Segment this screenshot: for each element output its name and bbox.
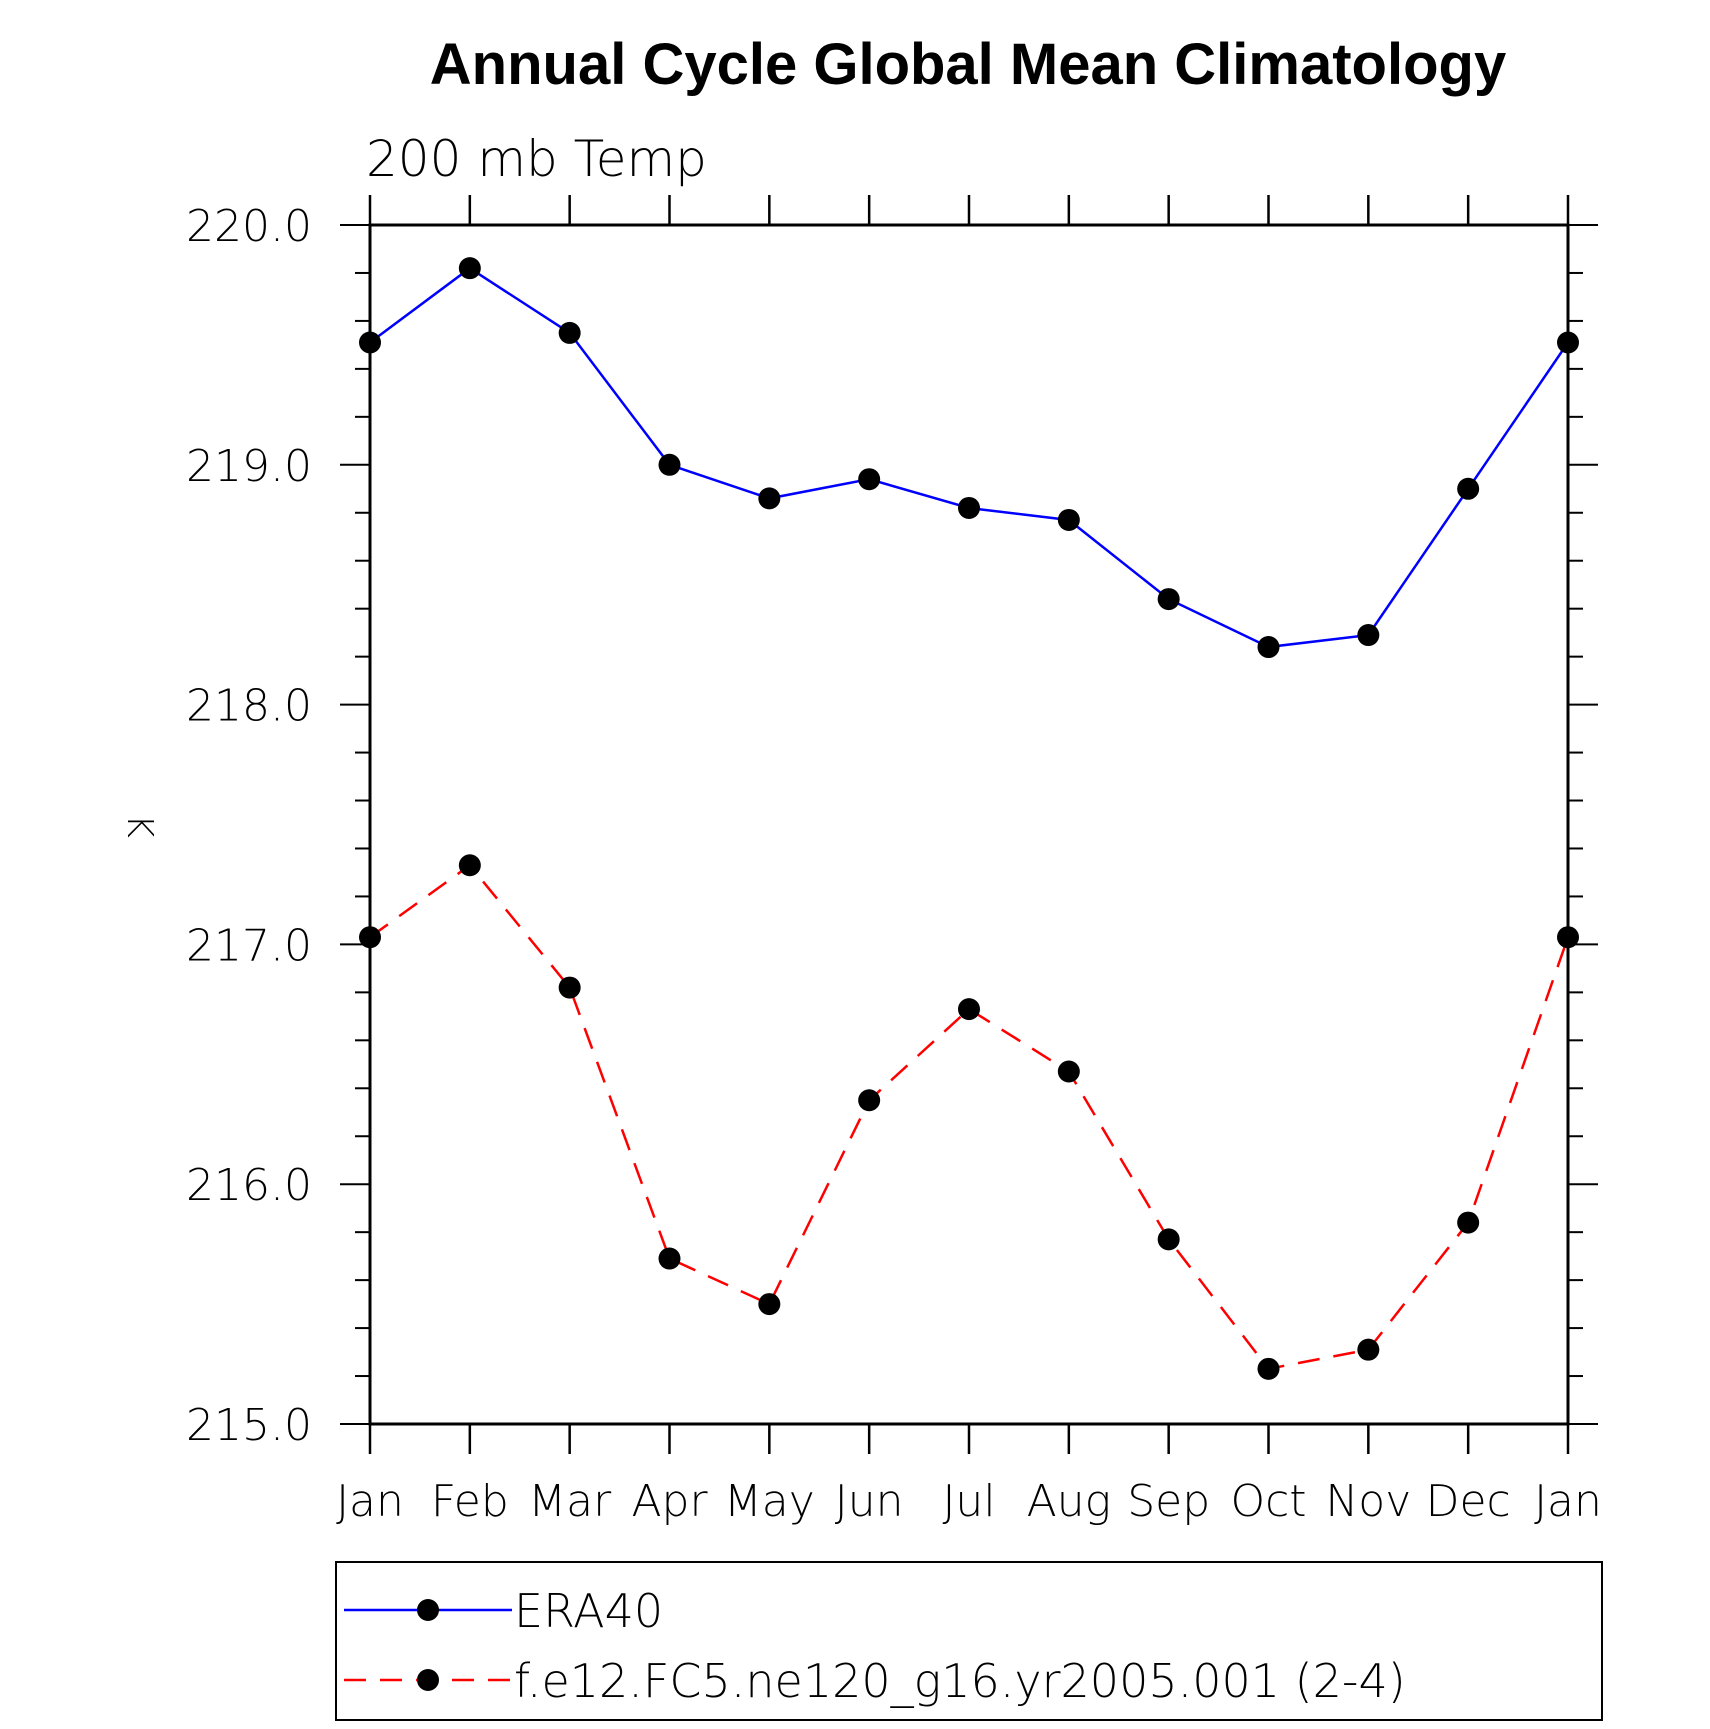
series-2-point bbox=[1457, 1211, 1480, 1234]
x-tick-label: Jun bbox=[835, 1476, 904, 1527]
series-1-point bbox=[558, 321, 581, 344]
series-2-point bbox=[858, 1089, 881, 1112]
series-1-point bbox=[1157, 588, 1180, 611]
series-2-point bbox=[658, 1247, 681, 1270]
y-tick-label: 219.0 bbox=[186, 441, 312, 492]
legend-entries: ERA40 f.e12.FC5.ne120_g16.yr2005.001 (2-4… bbox=[344, 1584, 1406, 1708]
axis-ticks bbox=[340, 195, 1598, 1454]
series-line-2 bbox=[369, 863, 1570, 1371]
chart-subtitle: 200 mb Temp bbox=[366, 130, 707, 188]
x-tick-label: Feb bbox=[431, 1476, 509, 1527]
x-tick-label: May bbox=[724, 1476, 815, 1527]
tick-labels: Jan Feb Mar Apr May Jun Jul Aug Sep Oct Nov Dec Jan 2… bbox=[186, 201, 1602, 1527]
x-tick-label: Oct bbox=[1230, 1476, 1306, 1527]
series-2-point bbox=[458, 854, 481, 877]
series-layer bbox=[359, 257, 1579, 1380]
series-2-point bbox=[1157, 1228, 1180, 1251]
x-tick-label: Sep bbox=[1127, 1476, 1210, 1527]
legend-marker-1 bbox=[417, 1599, 439, 1621]
series-2-point bbox=[1357, 1338, 1380, 1361]
plot-frame bbox=[368, 223, 1570, 1426]
series-1-point bbox=[1357, 624, 1380, 647]
series-1-point bbox=[958, 496, 980, 519]
series-1-point bbox=[858, 468, 881, 491]
series-1-point bbox=[1457, 477, 1480, 500]
legend-label-1: ERA40 bbox=[514, 1584, 663, 1638]
series-2-point bbox=[1557, 926, 1579, 949]
y-tick-label: 218.0 bbox=[186, 681, 312, 732]
series-1-point bbox=[1057, 508, 1080, 531]
x-tick-label: Jan bbox=[336, 1476, 404, 1527]
series-1-point bbox=[1557, 331, 1579, 354]
y-tick-label: 217.0 bbox=[186, 920, 312, 971]
y-tick-label: 216.0 bbox=[186, 1160, 312, 1211]
x-tick-label: Mar bbox=[528, 1476, 612, 1527]
series-1-point bbox=[758, 487, 781, 510]
series-2-point bbox=[359, 926, 381, 949]
legend: ERA40 f.e12.FC5.ne120_g16.yr2005.001 (2-4… bbox=[335, 1561, 1603, 1721]
y-axis-label: K bbox=[119, 814, 160, 838]
x-tick-label: Apr bbox=[631, 1476, 708, 1527]
chart-title: Annual Cycle Global Mean Climatology bbox=[430, 32, 1506, 97]
y-tick-label: 220.0 bbox=[186, 201, 312, 252]
series-2-point bbox=[1257, 1357, 1280, 1380]
y-tick-label: 215.0 bbox=[186, 1400, 312, 1451]
legend-marker-2 bbox=[417, 1669, 439, 1691]
series-1-point bbox=[359, 331, 381, 354]
x-tick-label: Nov bbox=[1325, 1476, 1411, 1527]
series-1-point bbox=[458, 257, 481, 280]
legend-label-2: f.e12.FC5.ne120_g16.yr2005.001 (2-4) bbox=[514, 1654, 1406, 1708]
series-2-point bbox=[558, 976, 581, 999]
series-1-point bbox=[658, 453, 681, 476]
x-tick-label: Aug bbox=[1027, 1476, 1111, 1527]
legend-box bbox=[335, 1561, 1603, 1721]
x-tick-label: Dec bbox=[1426, 1476, 1511, 1527]
series-2-point bbox=[758, 1293, 781, 1316]
x-tick-label: Jan bbox=[1534, 1476, 1602, 1527]
series-2-point bbox=[958, 998, 980, 1021]
series-2-point bbox=[1057, 1060, 1080, 1083]
x-tick-label: Jul bbox=[942, 1476, 995, 1527]
series-1-point bbox=[1257, 636, 1280, 659]
series-line-1 bbox=[369, 266, 1570, 649]
